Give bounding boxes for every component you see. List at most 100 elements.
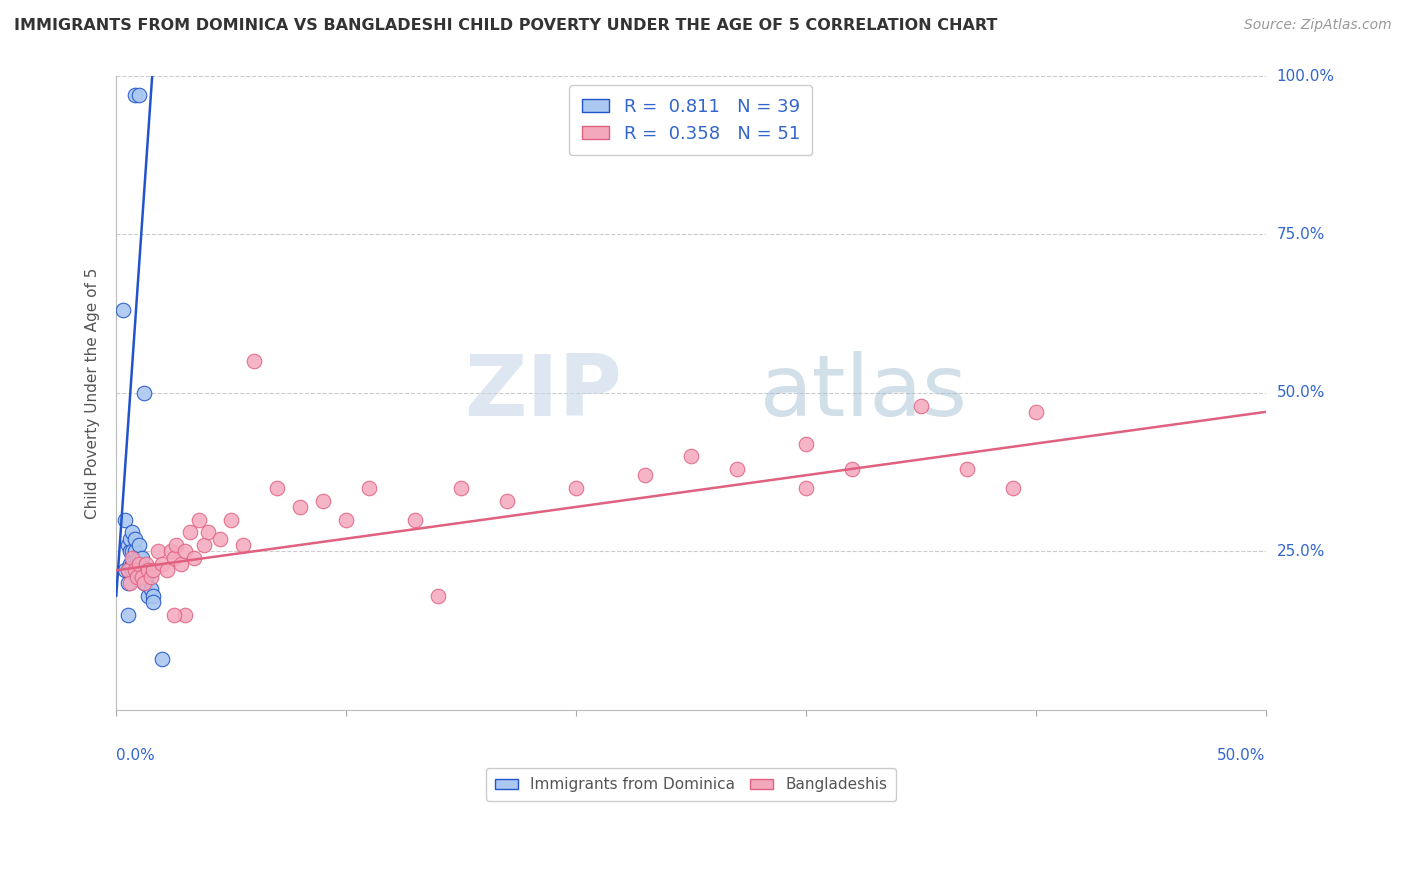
Point	[335, 513, 357, 527]
Point	[679, 449, 702, 463]
Point	[125, 557, 148, 571]
Point	[112, 303, 135, 318]
Point	[427, 589, 450, 603]
Point	[794, 436, 817, 450]
Point	[266, 481, 288, 495]
Point	[1001, 481, 1024, 495]
Point	[120, 557, 142, 571]
Point	[794, 481, 817, 495]
Point	[634, 468, 657, 483]
Point	[128, 557, 150, 571]
Point	[139, 582, 162, 597]
Point	[138, 563, 160, 577]
Point	[114, 563, 136, 577]
Point	[124, 550, 146, 565]
Point	[121, 525, 143, 540]
Point	[163, 607, 186, 622]
Point	[142, 589, 165, 603]
Point	[135, 569, 157, 583]
Point	[117, 538, 139, 552]
Point	[131, 550, 153, 565]
Point	[114, 513, 136, 527]
Point	[232, 538, 254, 552]
Point	[496, 493, 519, 508]
Point	[135, 576, 157, 591]
Point	[139, 569, 162, 583]
Point	[197, 525, 219, 540]
Point	[163, 550, 186, 565]
Point	[165, 538, 187, 552]
Point	[128, 88, 150, 103]
Point	[120, 576, 142, 591]
Point	[125, 569, 148, 583]
Point	[565, 481, 588, 495]
Point	[117, 607, 139, 622]
Text: IMMIGRANTS FROM DOMINICA VS BANGLADESHI CHILD POVERTY UNDER THE AGE OF 5 CORRELA: IMMIGRANTS FROM DOMINICA VS BANGLADESHI …	[14, 18, 997, 33]
Point	[138, 589, 160, 603]
Point	[208, 532, 231, 546]
Point	[312, 493, 335, 508]
Point	[120, 532, 142, 546]
Point	[131, 563, 153, 577]
Point	[219, 513, 242, 527]
Point	[174, 544, 197, 558]
Point	[121, 550, 143, 565]
Point	[1025, 405, 1047, 419]
Point	[124, 563, 146, 577]
Point	[188, 513, 211, 527]
Point	[174, 607, 197, 622]
Point	[128, 563, 150, 577]
Point	[450, 481, 472, 495]
Point	[160, 544, 183, 558]
Point	[125, 550, 148, 565]
Point	[121, 557, 143, 571]
Point	[288, 500, 311, 514]
Point	[183, 550, 205, 565]
Point	[404, 513, 426, 527]
Point	[841, 462, 863, 476]
Point	[117, 576, 139, 591]
Point	[117, 563, 139, 577]
Point	[120, 544, 142, 558]
Point	[359, 481, 381, 495]
Point	[131, 569, 153, 583]
Point	[193, 538, 215, 552]
Point	[179, 525, 201, 540]
Point	[117, 563, 139, 577]
Text: 50.0%: 50.0%	[1218, 747, 1265, 763]
Point	[146, 544, 169, 558]
Point	[725, 462, 748, 476]
Point	[125, 563, 148, 577]
Point	[128, 550, 150, 565]
Point	[956, 462, 979, 476]
Point	[124, 88, 146, 103]
Point	[124, 532, 146, 546]
Point	[150, 557, 173, 571]
Text: atlas: atlas	[759, 351, 967, 434]
Text: Source: ZipAtlas.com: Source: ZipAtlas.com	[1244, 18, 1392, 32]
Point	[132, 563, 155, 577]
Y-axis label: Child Poverty Under the Age of 5: Child Poverty Under the Age of 5	[86, 268, 100, 518]
Point	[132, 576, 155, 591]
Point	[150, 652, 173, 666]
Point	[142, 595, 165, 609]
Text: ZIP: ZIP	[464, 351, 621, 434]
Text: 100.0%: 100.0%	[1277, 69, 1334, 84]
Point	[156, 563, 179, 577]
Point	[124, 563, 146, 577]
Point	[128, 557, 150, 571]
Point	[132, 385, 155, 400]
Point	[910, 399, 932, 413]
Point	[128, 538, 150, 552]
Legend: Immigrants from Dominica, Bangladeshis: Immigrants from Dominica, Bangladeshis	[485, 768, 897, 801]
Point	[124, 544, 146, 558]
Text: 0.0%: 0.0%	[117, 747, 155, 763]
Point	[142, 563, 165, 577]
Point	[121, 544, 143, 558]
Point	[132, 576, 155, 591]
Point	[243, 354, 266, 368]
Text: 50.0%: 50.0%	[1277, 385, 1324, 401]
Text: 25.0%: 25.0%	[1277, 544, 1324, 558]
Point	[121, 563, 143, 577]
Text: 75.0%: 75.0%	[1277, 227, 1324, 242]
